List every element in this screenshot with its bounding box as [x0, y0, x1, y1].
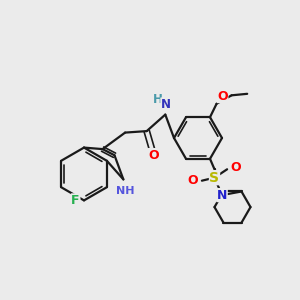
- Text: O: O: [188, 174, 198, 187]
- Text: S: S: [209, 171, 220, 185]
- Text: O: O: [231, 161, 241, 174]
- Text: F: F: [71, 194, 80, 207]
- Text: O: O: [217, 89, 228, 103]
- Text: N: N: [161, 98, 171, 111]
- Text: NH: NH: [116, 186, 134, 196]
- Text: H: H: [153, 93, 163, 106]
- Text: O: O: [148, 148, 159, 162]
- Text: N: N: [217, 189, 227, 202]
